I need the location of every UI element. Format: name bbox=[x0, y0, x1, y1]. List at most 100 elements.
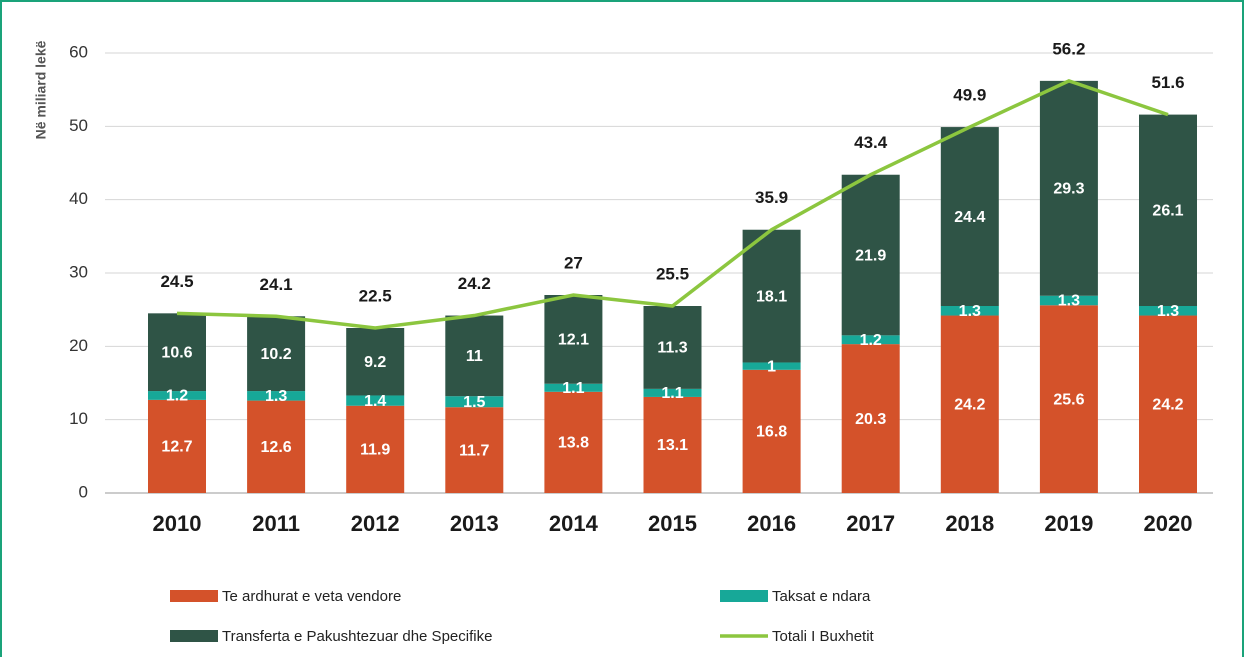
y-tick-label: 30 bbox=[69, 262, 88, 281]
legend-label: Transferta e Pakushtezuar dhe Specifike bbox=[222, 628, 492, 645]
bar-segment bbox=[148, 313, 206, 392]
total-label: 24.1 bbox=[260, 275, 293, 294]
bar-segment bbox=[643, 306, 702, 389]
bar-segment bbox=[544, 295, 603, 384]
segment-label: 18.1 bbox=[756, 288, 787, 305]
segment-label: 1.3 bbox=[959, 303, 981, 320]
legend-swatch bbox=[170, 630, 218, 642]
bar-segment bbox=[544, 383, 603, 392]
x-tick-label: 2018 bbox=[945, 511, 994, 536]
legend-label: Te ardhurat e veta vendore bbox=[222, 588, 401, 605]
total-label: 51.6 bbox=[1151, 73, 1184, 92]
segment-label: 20.3 bbox=[855, 411, 886, 428]
segment-label: 11.9 bbox=[360, 442, 390, 459]
segment-label: 11 bbox=[466, 348, 483, 365]
bar-segment bbox=[940, 306, 999, 316]
total-label: 35.9 bbox=[755, 188, 788, 207]
bar-segment bbox=[643, 388, 702, 397]
bar-segment bbox=[742, 362, 801, 370]
segment-label: 12.1 bbox=[558, 332, 589, 349]
total-label: 25.5 bbox=[656, 264, 689, 283]
total-label: 22.5 bbox=[359, 286, 392, 305]
x-tick-label: 2011 bbox=[252, 511, 300, 536]
segment-label: 12.6 bbox=[261, 439, 292, 456]
y-tick-label: 60 bbox=[69, 42, 88, 61]
segment-label: 13.1 bbox=[657, 437, 688, 454]
x-tick-label: 2010 bbox=[153, 511, 202, 536]
x-tick-label: 2015 bbox=[648, 511, 697, 536]
bar-segment bbox=[445, 315, 504, 397]
segment-label: 12.7 bbox=[161, 439, 192, 456]
legend-label: Totali I Buxhetit bbox=[772, 628, 875, 645]
y-tick-label: 20 bbox=[69, 336, 88, 355]
bar-segment bbox=[247, 316, 306, 392]
segment-label: 16.8 bbox=[756, 424, 787, 441]
x-tick-label: 2020 bbox=[1144, 511, 1193, 536]
segment-label: 29.3 bbox=[1053, 181, 1084, 198]
bar-segment bbox=[1139, 114, 1197, 306]
bar-segment bbox=[346, 328, 405, 396]
x-tick-label: 2019 bbox=[1044, 511, 1093, 536]
total-label: 24.5 bbox=[160, 272, 193, 291]
bar-segment bbox=[841, 335, 900, 345]
bar-segment bbox=[940, 315, 999, 493]
segment-label: 1.3 bbox=[1058, 293, 1080, 310]
segment-label: 11.7 bbox=[459, 442, 489, 459]
bar-segment bbox=[148, 399, 206, 493]
segment-label: 24.4 bbox=[954, 209, 985, 226]
bar-segment bbox=[1039, 295, 1098, 306]
x-tick-label: 2013 bbox=[450, 511, 499, 536]
legend-label: Taksat e ndara bbox=[772, 588, 871, 605]
bar-segment bbox=[742, 369, 801, 493]
segment-label: 1.4 bbox=[364, 393, 386, 410]
segment-label: 21.9 bbox=[855, 247, 886, 264]
bar-segment bbox=[841, 344, 900, 493]
segment-label: 1.2 bbox=[166, 388, 188, 405]
total-label: 56.2 bbox=[1052, 39, 1085, 58]
bar-segment bbox=[643, 396, 702, 493]
segment-label: 1 bbox=[767, 358, 776, 375]
total-label: 27 bbox=[564, 253, 583, 272]
y-tick-label: 40 bbox=[69, 189, 88, 208]
segment-label: 1.5 bbox=[463, 394, 485, 411]
total-label: 49.9 bbox=[953, 86, 986, 105]
x-tick-label: 2016 bbox=[747, 511, 796, 536]
segment-label: 1.1 bbox=[562, 380, 584, 397]
segment-label: 1.3 bbox=[265, 388, 287, 405]
bar-segment bbox=[247, 400, 306, 493]
total-label: 43.4 bbox=[854, 133, 888, 152]
bar-segment bbox=[940, 127, 999, 306]
bar-segment bbox=[1039, 80, 1098, 296]
segment-label: 25.6 bbox=[1053, 391, 1084, 408]
bar-segment bbox=[742, 229, 801, 363]
y-tick-label: 10 bbox=[69, 409, 88, 428]
segment-label: 26.1 bbox=[1152, 203, 1183, 220]
x-tick-label: 2012 bbox=[351, 511, 400, 536]
bar-segment bbox=[1039, 305, 1098, 493]
legend-swatch bbox=[170, 590, 218, 602]
bar-segment bbox=[445, 407, 504, 493]
total-label: 24.2 bbox=[458, 274, 491, 293]
bar-segment bbox=[841, 174, 900, 336]
total-line bbox=[176, 78, 1169, 330]
segment-label: 10.6 bbox=[161, 344, 192, 361]
bar-segment bbox=[445, 396, 504, 408]
bar-segment bbox=[1139, 306, 1197, 316]
bar-segment bbox=[346, 395, 405, 406]
x-tick-label: 2014 bbox=[549, 511, 599, 536]
segment-label: 1.3 bbox=[1157, 303, 1179, 320]
y-tick-label: 50 bbox=[69, 116, 88, 135]
segment-label: 11.3 bbox=[657, 340, 687, 357]
segment-label: 10.2 bbox=[261, 346, 292, 363]
bar-segment bbox=[544, 391, 603, 493]
bar-segment bbox=[1139, 315, 1197, 493]
bar-segment bbox=[148, 391, 206, 400]
segment-label: 1.2 bbox=[860, 332, 882, 349]
segment-label: 24.2 bbox=[1152, 396, 1183, 413]
bar-segment bbox=[247, 391, 306, 401]
segment-label: 9.2 bbox=[364, 354, 386, 371]
x-tick-label: 2017 bbox=[846, 511, 895, 536]
segment-label: 1.1 bbox=[661, 385, 683, 402]
